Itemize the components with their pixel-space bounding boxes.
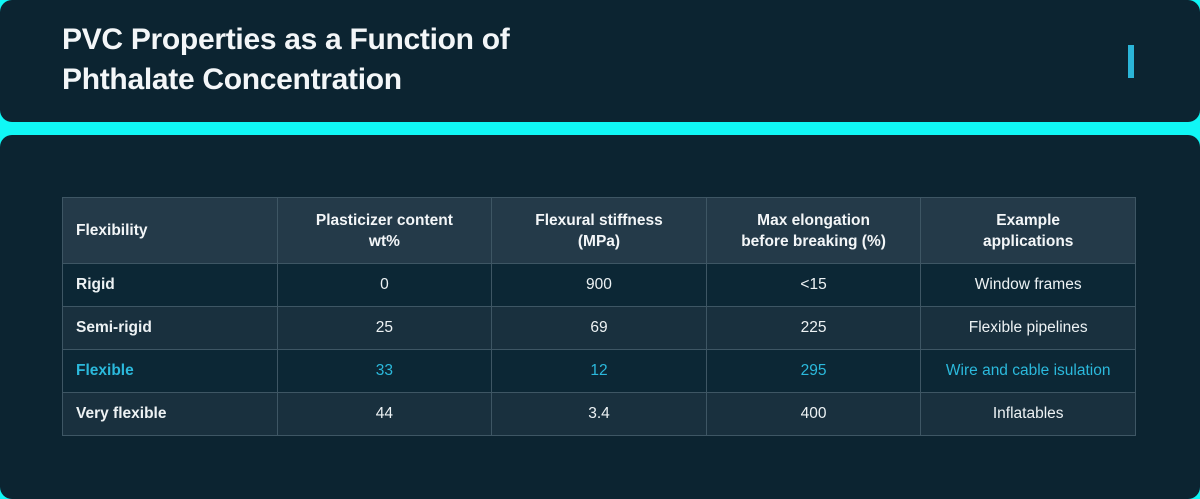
column-header-example-applications: Example applications	[920, 197, 1136, 264]
column-header-flexibility: Flexibility	[62, 197, 278, 264]
cell-plasticizer-content: 0	[276, 263, 493, 307]
cell-flexibility: Rigid	[62, 263, 278, 307]
table-row-very-flexible: Very flexible 44 3.4 400 Inflatables	[62, 392, 1136, 436]
divider-bar	[0, 122, 1200, 135]
column-header-flexural-stiffness: Flexural stiffness (MPa)	[491, 197, 707, 264]
cell-flexibility: Very flexible	[62, 392, 278, 436]
cell-plasticizer-content: 44	[276, 392, 493, 436]
column-header-max-elongation: Max elongation before breaking (%)	[705, 197, 922, 264]
cell-flexural-stiffness: 12	[491, 349, 707, 393]
cell-max-elongation: 225	[705, 306, 922, 350]
header-card: PVC Properties as a Function of Phthalat…	[0, 0, 1200, 122]
cell-flexibility: Semi-rigid	[62, 306, 278, 350]
content-card: Flexibility Plasticizer content wt% Flex…	[0, 135, 1200, 499]
cell-example-application: Wire and cable isulation	[920, 349, 1136, 393]
cell-plasticizer-content: 25	[276, 306, 493, 350]
cell-example-application: Inflatables	[920, 392, 1136, 436]
cell-max-elongation: 400	[705, 392, 922, 436]
cell-plasticizer-content: 33	[276, 349, 493, 393]
cell-example-application: Flexible pipelines	[920, 306, 1136, 350]
table-row-semi-rigid: Semi-rigid 25 69 225 Flexible pipelines	[62, 306, 1136, 350]
cursor-accent-bar	[1128, 45, 1134, 78]
cell-flexural-stiffness: 69	[491, 306, 707, 350]
page-title: PVC Properties as a Function of Phthalat…	[62, 23, 510, 96]
column-header-plasticizer-content: Plasticizer content wt%	[276, 197, 493, 264]
table-header-row: Flexibility Plasticizer content wt% Flex…	[62, 197, 1136, 264]
cell-flexural-stiffness: 3.4	[491, 392, 707, 436]
cell-flexibility: Flexible	[62, 349, 278, 393]
table-row-flexible-highlighted: Flexible 33 12 295 Wire and cable isulat…	[62, 349, 1136, 393]
cell-max-elongation: <15	[705, 263, 922, 307]
properties-table: Flexibility Plasticizer content wt% Flex…	[62, 197, 1136, 436]
table-row-rigid: Rigid 0 900 <15 Window frames	[62, 263, 1136, 307]
cell-max-elongation: 295	[705, 349, 922, 393]
cell-example-application: Window frames	[920, 263, 1136, 307]
cell-flexural-stiffness: 900	[491, 263, 707, 307]
